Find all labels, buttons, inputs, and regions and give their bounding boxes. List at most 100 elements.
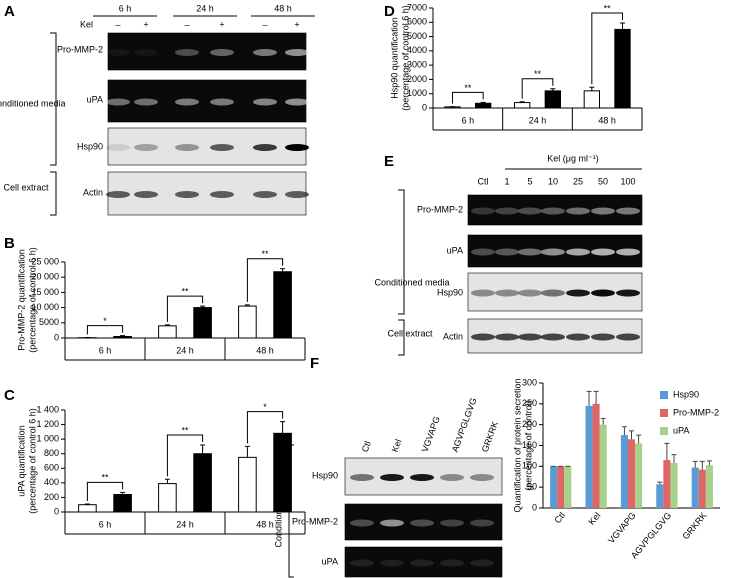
bar <box>614 28 631 109</box>
blot-label: uPA <box>447 245 463 255</box>
blot-band <box>380 519 404 527</box>
bar <box>474 102 492 109</box>
blot-band <box>253 49 277 56</box>
y-tick-label: 3000 <box>407 60 427 70</box>
panel-letter: B <box>4 235 15 252</box>
error-bar <box>692 460 698 468</box>
blot-band <box>210 98 234 106</box>
blot-band <box>566 248 590 256</box>
blot-strip <box>344 503 503 541</box>
blot-band <box>285 191 309 198</box>
lane-label: 10 <box>548 176 558 186</box>
y-tick-label: 5000 <box>407 31 427 41</box>
bar <box>557 466 565 508</box>
lane-label: 50 <box>598 176 608 186</box>
blot-band <box>518 207 542 215</box>
lane-label: AGVPGLGVG <box>450 396 479 453</box>
blot-band <box>253 191 277 198</box>
panel-letter: A <box>4 3 15 20</box>
error-bar <box>244 445 250 458</box>
error-bar <box>699 460 705 470</box>
y-tick-label: 20 000 <box>31 272 59 282</box>
blot-band <box>285 49 309 56</box>
y-tick-label: 10 000 <box>31 302 59 312</box>
panel-letter: F <box>310 355 319 372</box>
error-bar <box>619 22 625 30</box>
significance-bracket <box>86 481 124 501</box>
bar <box>564 466 572 508</box>
lane-label: Ctl <box>360 440 373 454</box>
y-tick-label: 15 000 <box>31 287 59 297</box>
legend-label: uPA <box>673 425 689 435</box>
blot-band <box>350 559 374 567</box>
y-tick-label: 400 <box>44 477 59 487</box>
lane-label: + <box>219 19 224 29</box>
y-tick-label: 6000 <box>407 17 427 27</box>
bar <box>583 90 601 109</box>
blot-band <box>470 474 494 481</box>
lane-label: – <box>184 19 189 29</box>
bar <box>238 305 257 339</box>
significance-label: * <box>263 402 267 412</box>
blot-band <box>591 207 615 215</box>
blot-band <box>380 474 404 481</box>
y-tick-label: 300 <box>522 377 537 387</box>
blot-band <box>134 144 158 151</box>
bar <box>627 439 636 508</box>
error-bar <box>706 460 712 466</box>
lane-label: 5 <box>527 176 532 186</box>
y-axis-label: Pro-MMP-2 quantification <box>16 249 26 351</box>
lane-label: GRKRK <box>480 420 500 454</box>
blot-band <box>350 519 374 527</box>
blot-band <box>616 289 640 297</box>
blot-band <box>471 248 495 256</box>
bar <box>273 432 292 513</box>
y-tick-label: 4000 <box>407 45 427 55</box>
significance-bracket <box>166 295 204 322</box>
lane-label: + <box>143 19 148 29</box>
blot-band <box>541 333 565 341</box>
blot-band <box>410 519 434 527</box>
blot-band <box>518 248 542 256</box>
y-axis-label: Hsp90 quantification <box>389 17 399 99</box>
lane-label: – <box>262 19 267 29</box>
panel-letter: C <box>4 387 15 404</box>
x-tick-label: 6 h <box>99 345 112 355</box>
bar <box>544 90 561 109</box>
x-tick-label: 48 h <box>256 519 274 529</box>
blot-band <box>253 98 277 106</box>
x-tick-label: 48 h <box>598 115 616 125</box>
blot-band <box>410 559 434 567</box>
bar <box>158 483 177 513</box>
y-tick-label: 800 <box>44 448 59 458</box>
y-axis-label: (percentage of control) <box>523 400 533 491</box>
blot-band <box>518 289 542 297</box>
blot-label: uPA <box>87 94 103 104</box>
legend-label: Pro-MMP-2 <box>673 407 719 417</box>
bar <box>113 494 132 513</box>
blot-label: Pro-MMP-2 <box>292 516 338 526</box>
group-label: Conditioned media <box>374 277 449 287</box>
blot-band <box>591 333 615 341</box>
error-bar <box>480 101 486 104</box>
x-tick-label: 24 h <box>176 345 194 355</box>
error-bar <box>586 390 592 406</box>
blot-band <box>541 248 565 256</box>
error-bar <box>664 442 670 461</box>
blot-band <box>495 248 519 256</box>
group-label: Cell extract <box>387 328 433 338</box>
blot-label: Pro-MMP-2 <box>57 44 103 54</box>
blot-band <box>566 289 590 297</box>
blot-label: Kel <box>80 19 93 29</box>
x-tick-label: 48 h <box>256 345 274 355</box>
error-bar <box>200 305 206 308</box>
bar <box>158 325 177 339</box>
significance-label: ** <box>261 249 269 259</box>
blot-band <box>495 289 519 297</box>
error-bar <box>519 101 525 103</box>
error-bar <box>120 491 126 495</box>
time-label: 6 h <box>119 3 132 13</box>
y-axis-label: (percentage of control 6 h) <box>27 247 37 353</box>
bar <box>599 424 607 508</box>
